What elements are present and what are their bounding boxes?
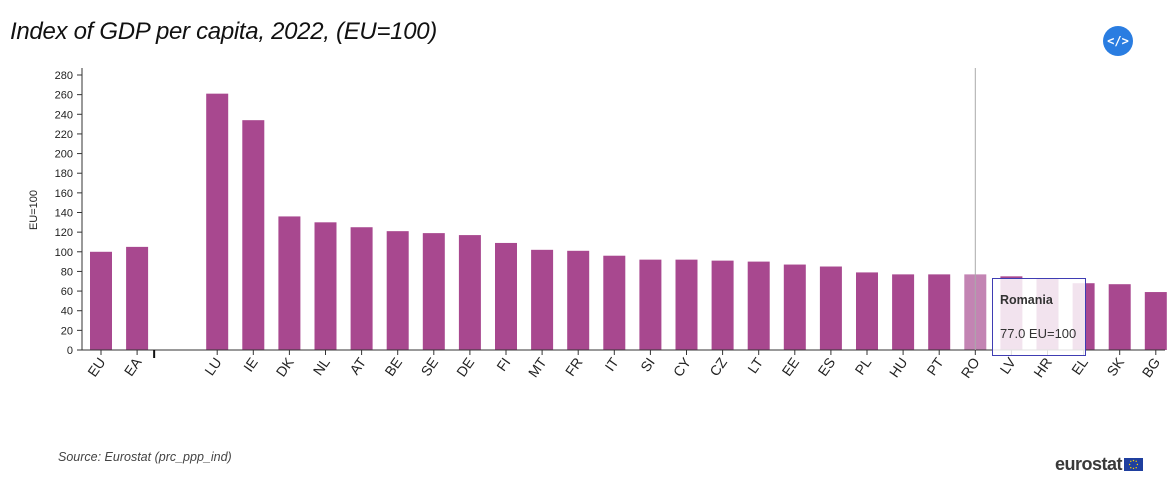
tooltip-title: Romania (1000, 293, 1053, 307)
x-tick-label-sk: SK (1103, 354, 1127, 379)
y-axis-title: EU=100 (28, 190, 40, 230)
bar-ea[interactable] (126, 246, 149, 350)
x-tick-label-pl: PL (852, 354, 875, 377)
x-tick-label-mt: MT (525, 354, 550, 380)
y-tick-label: 240 (55, 109, 73, 121)
x-tick-label-fr: FR (562, 355, 586, 379)
x-tick-label-nl: NL (310, 354, 333, 378)
x-tick-label-se: SE (417, 355, 441, 379)
bar-bg[interactable] (1144, 292, 1167, 350)
x-tick-label-be: BE (381, 355, 405, 379)
y-tick-label: 280 (55, 70, 73, 82)
bar-se[interactable] (422, 233, 445, 350)
bar-si[interactable] (639, 259, 662, 350)
y-tick-label: 180 (55, 168, 73, 180)
x-tick-label-it: IT (602, 354, 622, 374)
bar-hu[interactable] (892, 274, 915, 350)
bar-cz[interactable] (711, 260, 734, 350)
x-tick-label-hu: HU (886, 355, 911, 381)
embed-code-button[interactable]: </> (1103, 26, 1133, 56)
x-tick-label-dk: DK (273, 354, 298, 380)
y-tick-label: 140 (55, 208, 73, 220)
bar-fr[interactable] (567, 250, 590, 350)
x-tick-label-es: ES (815, 355, 839, 379)
x-tick-label-de: DE (453, 355, 477, 380)
bar-lt[interactable] (747, 261, 770, 350)
y-axis: 0 20 40 60 80 100 120 140 160 180 200 220 240 260 280 (55, 68, 83, 357)
x-tick-label-eu: EU (84, 355, 108, 380)
bar-pl[interactable] (856, 272, 878, 350)
bar-be[interactable] (386, 231, 409, 350)
logo-text: eurostat (1055, 454, 1123, 474)
bar-it[interactable] (603, 255, 626, 350)
bar-nl[interactable] (314, 222, 337, 350)
x-tick-label-fi: FI (493, 355, 513, 374)
x-tick-label-cy: CY (670, 354, 695, 380)
x-tick-label-at: AT (346, 354, 369, 377)
bar-pt[interactable] (928, 274, 951, 350)
x-tick-label-hr: HR (1030, 355, 1055, 381)
y-tick-label: 40 (61, 306, 73, 318)
bar-eu[interactable] (90, 251, 112, 350)
eu-flag-icon (1124, 458, 1144, 471)
y-tick-label: 0 (67, 345, 73, 357)
x-tick-label-lt: LT (744, 354, 766, 376)
bar-de[interactable] (458, 235, 481, 350)
tooltip-value: 77.0 EU=100 (1000, 326, 1077, 341)
y-tick-label: 200 (55, 149, 73, 161)
bar-at[interactable] (350, 227, 373, 350)
source-note: Source: Eurostat (prc_ppp_ind) (58, 450, 232, 464)
bar-mt[interactable] (531, 249, 554, 350)
x-tick-label-lu: LU (201, 355, 224, 379)
bar-ie[interactable] (242, 120, 265, 350)
x-tick-label-ee: EE (778, 355, 802, 379)
y-tick-label: 20 (61, 325, 73, 337)
x-tick-label-si: SI (637, 355, 658, 375)
y-tick-label: 100 (55, 247, 73, 259)
x-tick-label-lv: LV (997, 354, 1020, 377)
x-tick-label-pt: PT (923, 354, 947, 378)
bar-es[interactable] (819, 266, 842, 350)
y-tick-label: 120 (55, 227, 73, 239)
x-tick-label-ie: IE (240, 355, 261, 375)
y-tick-label: 160 (55, 188, 73, 200)
y-tick-label: 60 (61, 286, 73, 298)
bar-lu[interactable] (206, 93, 229, 351)
bar-sk[interactable] (1108, 284, 1131, 350)
y-tick-label: 260 (55, 90, 73, 102)
y-tick-label: 220 (55, 129, 73, 141)
x-tick-label-cz: CZ (706, 354, 730, 379)
x-tick-label-ea: EA (121, 354, 145, 379)
bar-dk[interactable] (278, 216, 301, 350)
x-tick-label-el: EL (1068, 354, 1091, 377)
eurostat-logo[interactable]: eurostat (1055, 454, 1144, 475)
x-tick-label-ro: RO (958, 354, 983, 380)
chart-title: Index of GDP per capita, 2022, (EU=100) (10, 18, 437, 45)
tooltip: Romania 77.0 EU=100 (992, 278, 1086, 356)
bar-ee[interactable] (783, 264, 806, 350)
bar-cy[interactable] (675, 259, 698, 350)
bars (90, 93, 1167, 351)
x-tick-label-bg: BG (1139, 355, 1164, 381)
bar-fi[interactable] (495, 242, 517, 350)
y-tick-label: 80 (61, 266, 73, 278)
